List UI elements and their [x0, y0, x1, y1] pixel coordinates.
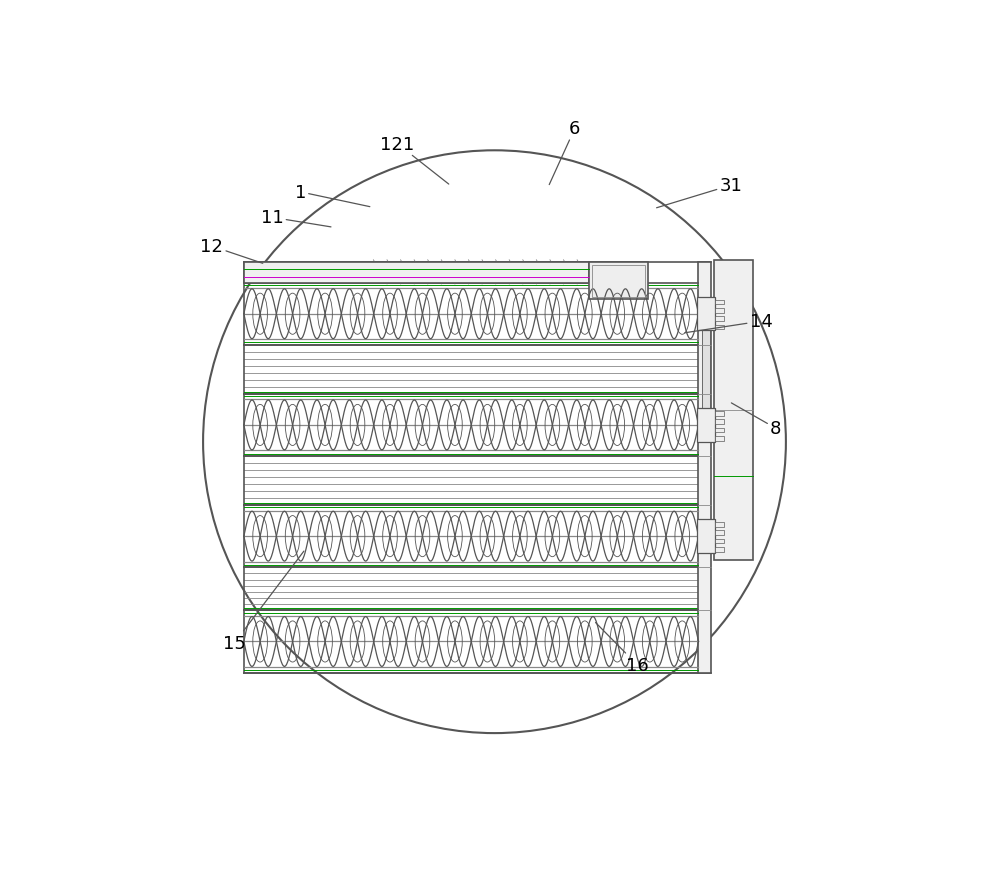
Bar — [715, 326, 724, 330]
Bar — [715, 317, 724, 322]
Bar — [715, 531, 724, 535]
Text: 12: 12 — [200, 238, 263, 264]
Bar — [244, 263, 590, 283]
Bar — [715, 540, 724, 544]
Bar — [715, 420, 724, 424]
Bar — [715, 301, 724, 305]
Text: 16: 16 — [596, 623, 648, 674]
Bar — [703, 308, 710, 432]
Bar — [714, 261, 753, 560]
Text: 31: 31 — [657, 177, 742, 209]
Text: 6: 6 — [549, 120, 581, 185]
Text: 8: 8 — [731, 403, 782, 438]
Bar — [697, 520, 715, 554]
Bar — [592, 266, 645, 297]
Bar — [697, 298, 715, 331]
Bar — [715, 436, 724, 441]
Bar — [715, 308, 724, 314]
Bar — [715, 428, 724, 433]
Bar — [697, 408, 715, 442]
Text: 14: 14 — [685, 313, 773, 334]
Text: 11: 11 — [261, 209, 331, 228]
Bar — [699, 263, 711, 673]
Text: 121: 121 — [381, 136, 449, 185]
Text: 1: 1 — [294, 183, 370, 208]
Text: 15: 15 — [223, 552, 304, 652]
Bar — [715, 522, 724, 527]
Bar — [715, 411, 724, 416]
Bar — [590, 263, 647, 300]
Bar — [715, 547, 724, 552]
